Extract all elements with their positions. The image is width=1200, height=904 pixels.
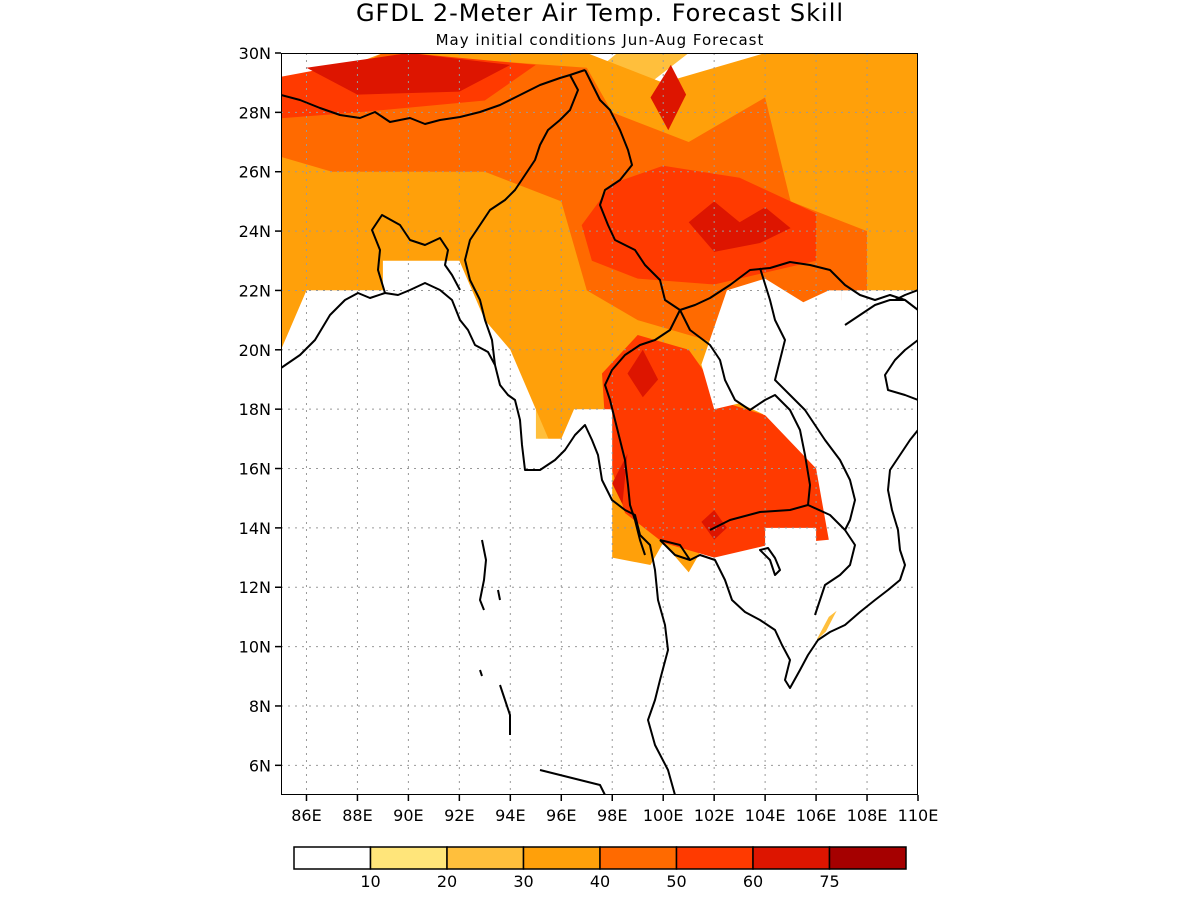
lat-tick-label: 16N <box>239 460 271 479</box>
colorbar-label: 60 <box>743 872 763 891</box>
skill-region-5 <box>306 53 511 95</box>
colorbar: 10 20 30 40 50 60 75 <box>293 846 907 891</box>
colorbar-swatch-4 <box>599 846 678 870</box>
lat-tick-label: 30N <box>239 44 271 63</box>
colorbar-swatch-5 <box>675 846 754 870</box>
colorbar-swatch-6 <box>752 846 831 870</box>
colorbar-label: 30 <box>513 872 533 891</box>
border-cambodia <box>709 504 856 616</box>
map-area <box>281 53 918 795</box>
map-title: GFDL 2-Meter Air Temp. Forecast Skill <box>356 0 844 27</box>
colorbar-label: 50 <box>666 872 686 891</box>
lat-tick-label: 14N <box>239 519 271 538</box>
lat-tick-label: 10N <box>239 638 271 657</box>
lon-tick-label: 106E <box>796 806 837 825</box>
colorbar-label: 75 <box>819 872 839 891</box>
coastline-hainan-fragment <box>894 289 918 301</box>
lon-tick-label: 90E <box>393 806 423 825</box>
coastline-bay-of-bengal <box>281 282 676 795</box>
colorbar-swatch-2 <box>446 846 525 870</box>
skill-region-6 <box>650 64 687 131</box>
lat-tick-label: 18N <box>239 400 271 419</box>
border-myanmar-thailand <box>604 309 681 556</box>
lat-tick-label: 28N <box>239 103 271 122</box>
lon-tick-label: 96E <box>546 806 576 825</box>
lon-tick-label: 98E <box>597 806 627 825</box>
lat-tick-label: 22N <box>239 281 271 300</box>
border-myanmar-india <box>464 74 579 366</box>
lat-tick-label: 26N <box>239 163 271 182</box>
skill-region-8 <box>627 349 659 398</box>
colorbar-label: 40 <box>590 872 610 891</box>
skill-region-4 <box>602 335 829 558</box>
border-bangladesh <box>371 214 461 294</box>
border-laos-vietnam <box>759 267 856 531</box>
lat-tick-label: 8N <box>249 697 271 716</box>
border-laos-thailand <box>679 309 811 506</box>
colorbar-swatch-0 <box>293 846 372 870</box>
colorbar-swatch-7 <box>828 846 907 870</box>
lat-tick-label: 20N <box>239 341 271 360</box>
colorbar-swatch-3 <box>522 846 601 870</box>
lake-tonle-sap <box>759 547 781 576</box>
lon-tick-label: 104E <box>745 806 786 825</box>
lon-tick-label: 88E <box>342 806 372 825</box>
lat-tick-label: 24N <box>239 222 271 241</box>
lat-tick-label: 6N <box>249 756 271 775</box>
lat-tick-label: 12N <box>239 578 271 597</box>
colorbar-label: 20 <box>437 872 457 891</box>
coastline-gulf-of-thailand <box>659 539 691 561</box>
lat-lon-grid <box>281 53 918 795</box>
skill-region-9 <box>701 510 727 540</box>
colorbar-label: 10 <box>360 872 380 891</box>
border-nepal-bhutan <box>281 69 586 125</box>
skill-shading <box>281 53 918 641</box>
lon-tick-label: 102E <box>694 806 735 825</box>
lon-tick-label: 92E <box>444 806 474 825</box>
ocean-mask-0 <box>281 260 867 795</box>
lon-tick-label: 94E <box>495 806 525 825</box>
axis-ticks: 86E 88E 90E 92E 94E 96E 98E 100E 102E 104E 106E 108… <box>239 44 939 825</box>
andaman-islands <box>479 539 511 735</box>
border-china-myanmar <box>584 69 918 311</box>
coastlines-and-borders <box>281 69 918 795</box>
coastline-vietnam <box>659 299 918 689</box>
colorbar-swatch-1 <box>369 846 448 870</box>
coastline-sumatra <box>539 769 606 795</box>
map-subtitle: May initial conditions Jun-Aug Forecast <box>436 31 765 49</box>
lon-tick-label: 110E <box>898 806 939 825</box>
ocean-mask-2 <box>701 278 855 424</box>
lon-tick-label: 86E <box>291 806 321 825</box>
lon-tick-label: 108E <box>847 806 888 825</box>
lon-tick-label: 100E <box>643 806 684 825</box>
skill-region-10 <box>612 453 628 505</box>
